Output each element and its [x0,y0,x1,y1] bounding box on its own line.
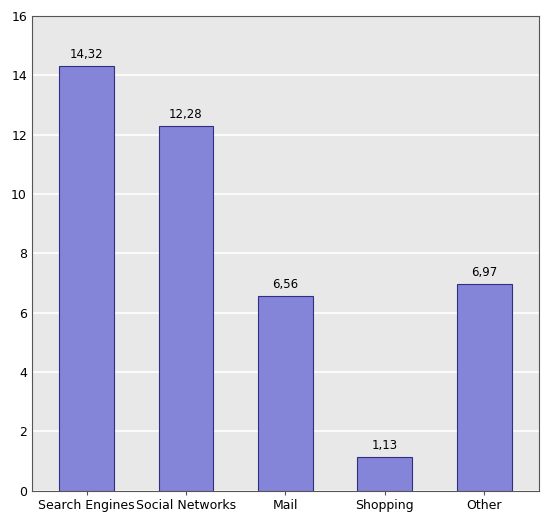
Text: 6,56: 6,56 [272,278,299,291]
Bar [59,66,114,491]
Text: 6,97: 6,97 [471,266,497,279]
Text: 1,13: 1,13 [372,439,398,452]
Text: 14,32: 14,32 [70,48,103,61]
Bar [158,127,213,491]
Text: 12,28: 12,28 [169,108,203,121]
Bar [457,284,512,491]
Bar [358,457,412,491]
Bar [258,296,313,491]
